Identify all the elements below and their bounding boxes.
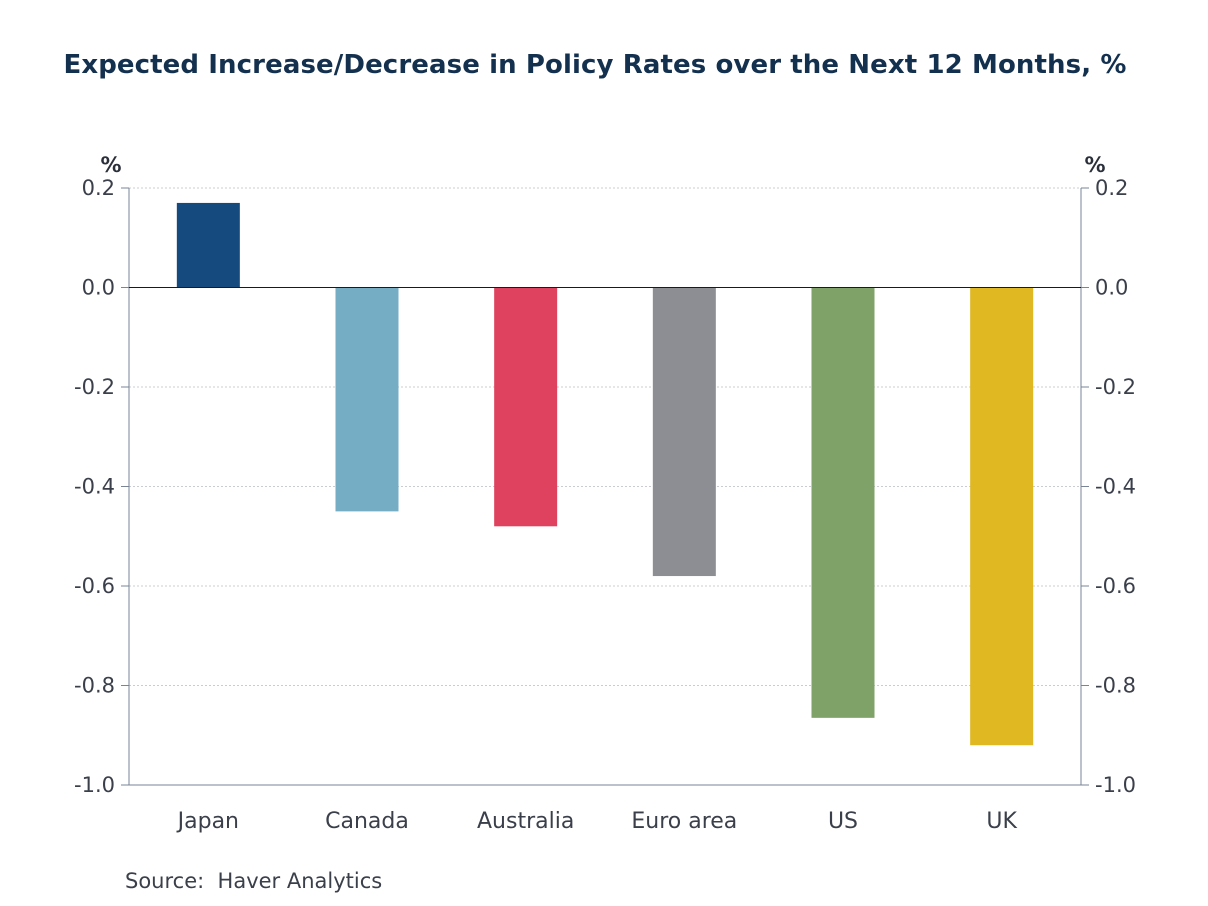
left-tick-label: -0.8	[74, 674, 115, 698]
category-label: Australia	[477, 809, 574, 834]
category-label: Japan	[176, 809, 239, 834]
right-axis-unit-label: %	[1084, 153, 1105, 177]
chart-title: Expected Increase/Decrease in Policy Rat…	[63, 50, 1127, 80]
bar-australia	[494, 287, 558, 527]
category-label: Canada	[325, 809, 409, 834]
right-tick-label: -0.4	[1095, 475, 1136, 499]
left-tick-label: -0.6	[74, 574, 115, 598]
gridlines	[129, 187, 1081, 686]
category-label: UK	[986, 809, 1017, 834]
left-axis-unit-label: %	[100, 153, 121, 177]
left-tick-label: 0.0	[82, 276, 115, 300]
right-tick-label: -1.0	[1095, 773, 1136, 797]
right-tick-label: 0.0	[1095, 276, 1128, 300]
left-tick-label: 0.2	[82, 176, 115, 200]
category-label: Euro area	[631, 809, 737, 834]
left-tick-label: -0.2	[74, 375, 115, 399]
right-tick-label: -0.8	[1095, 674, 1136, 698]
right-tick-label: -0.6	[1095, 574, 1136, 598]
axis-labels: 0.2 0.2 0.0 0.0 -0.2 -0.2 -0.4 -0.4 -0.6 -0.6 -0.8…	[74, 176, 1136, 834]
bar-japan	[176, 202, 240, 288]
right-tick-label: 0.2	[1095, 176, 1128, 200]
right-tick-label: -0.2	[1095, 375, 1136, 399]
bar-us	[811, 287, 875, 718]
bar-canada	[335, 287, 399, 512]
left-tick-label: -0.4	[74, 475, 115, 499]
source-note: Source: Haver Analytics	[125, 869, 383, 893]
left-tick-label: -1.0	[74, 773, 115, 797]
bar-uk	[970, 287, 1034, 746]
category-label: US	[828, 809, 858, 834]
bars	[176, 202, 1034, 746]
bar-euro-area	[652, 287, 716, 577]
